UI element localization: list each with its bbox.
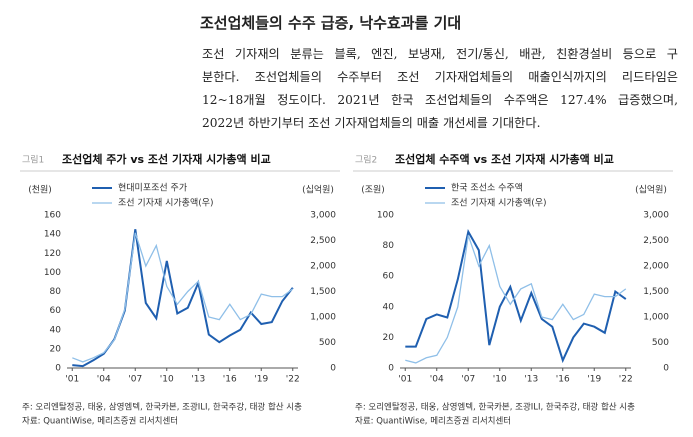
y2-tick-label: 2,500: [643, 236, 669, 246]
y2-tick-label: 500: [319, 338, 336, 348]
y2-tick-label: 0: [330, 364, 336, 374]
y2-tick-label: 3,000: [643, 211, 669, 221]
series-line: [405, 235, 627, 364]
footnote: 주: 오리엔탈정공, 태웅, 삼영엠텍, 한국카본, 조광ILI, 한국주강, …: [355, 402, 635, 413]
paragraph-line: 분한다. 조선업체들의 수주부터 조선 기자재업체들의 매출인식까지의 리드타임…: [202, 70, 678, 84]
y-tick-label: 40: [383, 302, 395, 312]
x-tick-label: '16: [556, 375, 570, 385]
x-tick-label: '04: [97, 375, 111, 385]
y-tick-label: 100: [44, 268, 61, 278]
x-tick-label: '04: [430, 375, 444, 385]
chart-title: 조선업체 주가 vs 조선 기자재 시가총액 비교: [62, 152, 271, 166]
footnote: 주: 오리엔탈정공, 태웅, 삼영엠텍, 한국카본, 조광ILI, 한국주강, …: [22, 402, 302, 413]
y-tick-label: 40: [50, 325, 62, 335]
x-tick-label: '13: [524, 375, 538, 385]
x-tick-label: '19: [587, 375, 601, 385]
x-tick-label: '10: [493, 375, 507, 385]
legend-label: 조선 기자재 시가총액(우): [451, 197, 547, 209]
y-unit: (천원): [28, 185, 52, 196]
y-tick-label: 0: [55, 364, 61, 374]
x-tick-label: '10: [160, 375, 174, 385]
y-tick-label: 140: [44, 230, 61, 240]
y2-tick-label: 1,500: [643, 287, 669, 297]
charts: 그림1 조선업체 주가 vs 조선 기자재 시가총액 비교 (천원) (십억원) 0 20…: [20, 152, 673, 427]
paragraph-line: 조선 기자재의 분류는 블록, 엔진, 보냉재, 전기/통신, 배관, 친환경설…: [202, 47, 678, 61]
x-tick-label: '01: [65, 375, 79, 385]
y-tick-label: 160: [44, 211, 61, 221]
series-line: [405, 229, 627, 364]
y2-tick-label: 0: [663, 364, 669, 374]
y-tick-label: 100: [377, 211, 394, 221]
y2-tick-label: 3,000: [310, 211, 336, 221]
x-tick-label: '19: [254, 375, 268, 385]
x-tick-label: '01: [398, 375, 412, 385]
y2-unit: (십억원): [635, 184, 667, 196]
paragraph-line: 12~18개월 정도이다. 2021년 한국 조선업체들의 수주액은 127.4…: [202, 93, 678, 107]
y2-unit: (십억원): [302, 184, 334, 196]
figure-label: 그림2: [355, 154, 377, 166]
legend-label: 조선 기자재 시가총액(우): [118, 197, 214, 209]
paragraph-line: 2022년 하반기부터 조선 기자재업체들의 매출 개선세를 기대한다.: [202, 116, 541, 130]
x-tick-label: '22: [286, 375, 300, 385]
y2-tick-label: 500: [652, 338, 669, 348]
y2-tick-label: 2,000: [310, 262, 336, 272]
series-line: [72, 232, 294, 363]
y-tick-label: 120: [44, 249, 61, 259]
y-tick-label: 80: [50, 287, 62, 297]
y-tick-label: 20: [50, 344, 62, 354]
footnote: 자료: QuantiWise, 메리츠증권 리서치센터: [355, 416, 511, 427]
x-tick-label: '07: [128, 375, 142, 385]
page-title: 조선업체들의 수주 급증, 낙수효과를 기대: [200, 14, 462, 32]
y-tick-label: 20: [383, 333, 395, 343]
chart-title: 조선업체 수주액 vs 조선 기자재 시가총액 비교: [395, 152, 614, 166]
y2-tick-label: 2,500: [310, 236, 336, 246]
x-tick-label: '07: [461, 375, 475, 385]
x-tick-label: '13: [191, 375, 205, 385]
y2-tick-label: 1,000: [310, 313, 336, 323]
y-tick-label: 60: [50, 306, 62, 316]
y2-tick-label: 1,000: [643, 313, 669, 323]
y-tick-label: 80: [383, 241, 395, 251]
y-tick-label: 60: [383, 272, 395, 282]
x-tick-label: '22: [619, 375, 633, 385]
y2-tick-label: 2,000: [643, 262, 669, 272]
y-unit: (조원): [361, 185, 385, 196]
legend-label: 한국 조선소 수주액: [451, 182, 523, 194]
y2-tick-label: 1,500: [310, 287, 336, 297]
footnote: 자료: QuantiWise, 메리츠증권 리서치센터: [22, 416, 178, 427]
legend-label: 현대미포조선 주가: [118, 183, 187, 194]
figure-label: 그림1: [22, 154, 44, 166]
x-tick-label: '16: [223, 375, 237, 385]
y-tick-label: 0: [388, 364, 394, 374]
